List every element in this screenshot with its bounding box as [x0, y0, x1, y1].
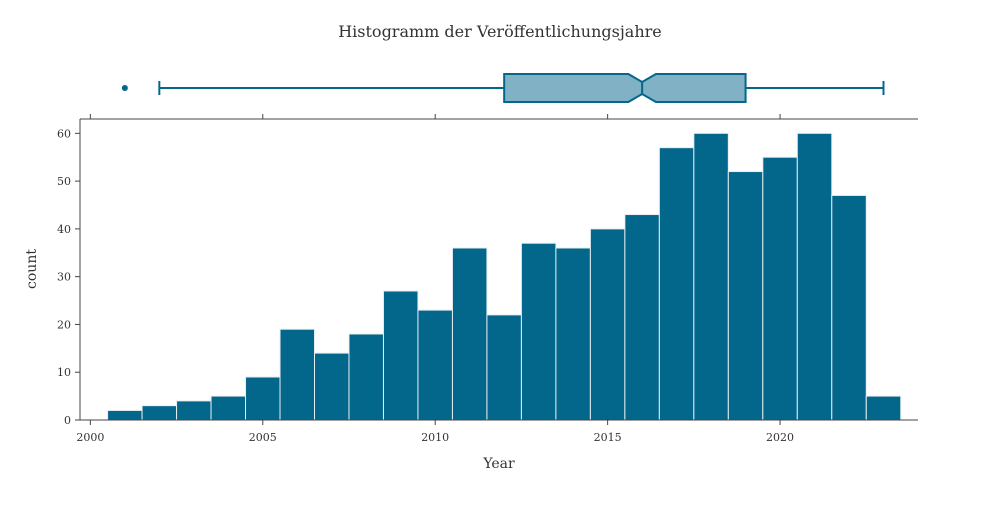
- y-tick-label: 60: [57, 127, 71, 140]
- histogram-bar: [520, 242, 557, 421]
- histogram-bar: [245, 376, 281, 421]
- histogram-bar: [348, 333, 384, 421]
- chart-title: Histogramm der Veröffentlichungsjahre: [338, 22, 662, 41]
- histogram-bar: [796, 132, 833, 421]
- y-tick-label: 10: [57, 366, 71, 379]
- x-tick-label: 2020: [766, 431, 794, 444]
- histogram-bar: [693, 132, 729, 421]
- x-tick-label: 2005: [249, 431, 277, 444]
- x-axis-title: Year: [482, 456, 515, 472]
- histogram-bar: [141, 405, 178, 421]
- x-tick-label: 2000: [76, 431, 104, 444]
- histogram-bar: [486, 314, 522, 421]
- histogram-bar: [555, 247, 591, 421]
- histogram-bar: [658, 147, 695, 421]
- y-tick-label: 20: [57, 318, 71, 331]
- histogram-bar: [727, 171, 764, 421]
- histogram-bar: [624, 214, 660, 421]
- x-tick-label: 2010: [421, 431, 449, 444]
- histogram-bars: [107, 132, 902, 421]
- y-tick-label: 0: [64, 414, 71, 427]
- y-tick-label: 40: [57, 223, 71, 236]
- y-tick-label: 30: [57, 271, 71, 284]
- histogram-bar: [210, 395, 247, 421]
- histogram-bar: [589, 228, 626, 421]
- histogram-bar: [831, 194, 867, 421]
- histogram-bar: [451, 247, 488, 421]
- axes: 2000 2005 2010 2015 2020 0 10 20 30 40 50 60: [57, 114, 918, 444]
- histogram-bar: [176, 400, 212, 421]
- histogram-bar: [865, 395, 902, 421]
- histogram-bar: [314, 352, 350, 421]
- box-body: [503, 73, 747, 103]
- outlier-point: [121, 85, 128, 91]
- histogram-bar: [762, 156, 798, 421]
- histogram-bar: [382, 290, 419, 421]
- x-tick-label: 2015: [594, 431, 622, 444]
- marginal-box-plot: [121, 73, 885, 103]
- histogram-bar: [107, 409, 143, 421]
- y-tick-label: 50: [57, 175, 71, 188]
- y-axis-title: count: [24, 249, 40, 289]
- histogram-bar: [417, 309, 453, 421]
- histogram-bar: [279, 328, 316, 421]
